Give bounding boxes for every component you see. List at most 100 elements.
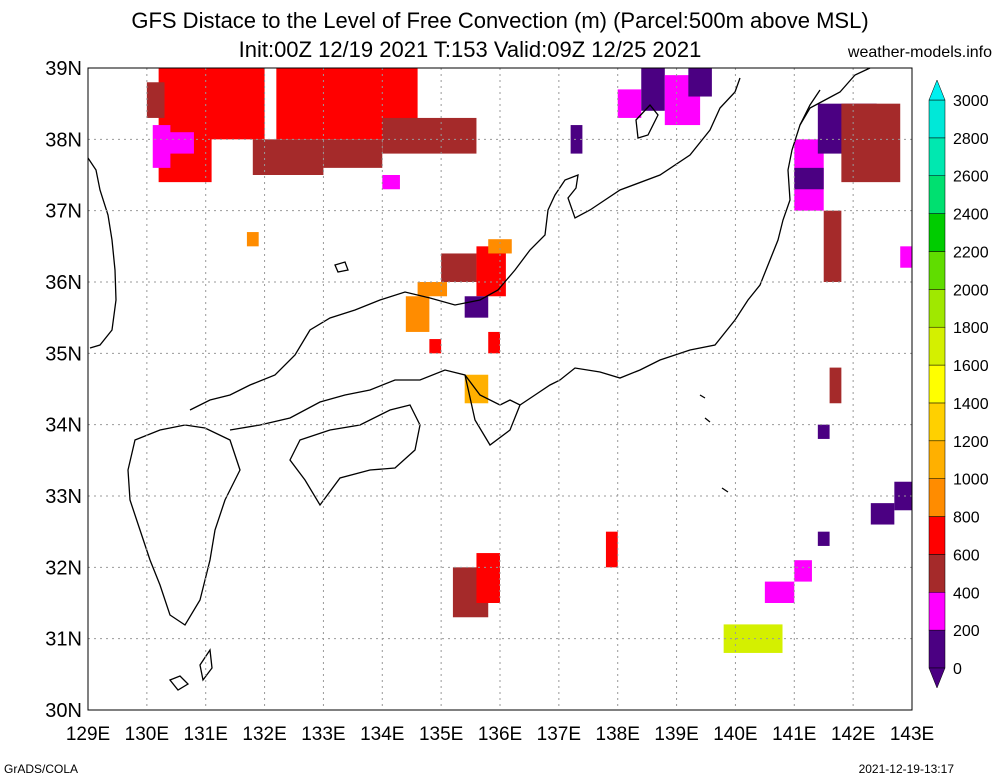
colorbar-legend: 0 200 400 600 800 1000 1200 1400 1600 1800 2000 220… [928,79,989,689]
lon-tick-label: 138E [596,724,640,745]
colorbar-low-arrow [928,667,946,689]
site-credit: weather-models.info [847,44,992,61]
kyushu-coast [127,424,241,626]
lfc-cell [323,139,383,168]
lon-tick-label: 139E [654,724,698,745]
lon-tick-label: 140E [713,724,757,745]
lon-tick-label: 130E [125,724,169,745]
colorbar-swatch [928,592,946,631]
lfc-cell [841,103,901,183]
colorbar-swatch [928,402,946,442]
colorbar-label: 2600 [953,169,989,186]
lat-tick-label: 34N [45,415,82,437]
lfc-cell [870,503,895,525]
lfc-cell [476,246,506,297]
sado-island [635,104,659,139]
lfc-field-layer [146,68,912,653]
colorbar-label: 1400 [953,396,989,413]
lfc-cell [246,232,259,247]
lfc-cell [405,296,430,332]
lfc-cell [605,531,618,568]
lon-tick-label: 136E [478,724,522,745]
tanegashima [199,648,213,682]
colorbar-label: 2000 [953,282,989,299]
lon-tick-label: 135E [419,724,463,745]
lfc-cell [164,132,194,154]
lfc-cell [900,246,912,268]
yakushima [168,675,190,691]
lfc-cell [488,239,512,254]
lfc-cell [617,89,642,118]
lfc-cell [382,117,477,154]
colorbar-swatch [928,137,946,176]
chart-title-line1: GFS Distace to the Level of Free Convect… [131,8,869,33]
colorbar-swatch [928,289,946,328]
lat-tick-label: 30N [45,700,82,722]
lat-tick-label: 38N [45,129,82,151]
colorbar-label: 800 [953,510,980,527]
lon-tick-label: 132E [242,724,286,745]
lfc-cell [894,481,912,511]
lfc-cell [476,553,500,603]
lat-tick-label: 31N [45,629,82,651]
izu-islands [699,394,729,493]
lfc-cell [146,82,165,118]
oki-islands [334,261,349,273]
lfc-cell [817,424,830,439]
lon-tick-label: 141E [772,724,816,745]
colorbar-swatch [928,478,946,517]
lfc-cell [688,68,712,97]
colorbar-swatch [928,99,946,139]
colorbar-swatch [928,213,946,252]
lon-tick-label: 133E [301,724,345,745]
chart-title-line2: Init:00Z 12/19 2021 T:153 Valid:09Z 12/2… [238,37,702,62]
lfc-cell [829,367,842,404]
lfc-cell [441,253,477,282]
colorbar-swatch [928,554,946,593]
lfc-cell [570,125,583,154]
colorbar-swatch [928,251,946,290]
lat-tick-label: 39N [45,58,82,80]
colorbar-label: 2800 [953,131,989,148]
lfc-cell [205,68,265,140]
lfc-cell [764,581,795,603]
lfc-cell [429,339,442,354]
colorbar-label: 600 [953,547,980,564]
shikoku-coast [289,404,421,507]
lat-tick-label: 33N [45,486,82,508]
colorbar-label: 2200 [953,244,989,261]
lat-tick-label: 37N [45,201,82,223]
lon-tick-label: 142E [831,724,875,745]
lfc-cell [252,139,324,175]
lon-tick-label: 137E [537,724,581,745]
lfc-cell [641,68,665,111]
colorbar-label: 400 [953,585,980,602]
lfc-cell [794,560,812,582]
lon-tick-label: 134E [360,724,404,745]
colorbar-swatch [928,629,946,669]
colorbar-label: 1800 [953,320,989,337]
colorbar-label: 2400 [953,207,989,224]
render-timestamp: 2021-12-19-13:17 [858,762,954,776]
map-frame [87,67,913,711]
colorbar-label: 3000 [953,93,989,110]
colorbar-swatch [928,516,946,555]
axis-labels: 129E 130E 131E 132E 133E 134E 135E 136E 137E 138E… [45,58,934,745]
colorbar-label: 200 [953,623,980,640]
honshu-north-coast [189,77,741,411]
grads-credit: GrADS/COLA [4,762,79,776]
lon-tick-label: 129E [66,724,110,745]
lfc-cell [464,296,489,318]
colorbar-swatch [928,440,946,479]
lon-tick-label: 131E [184,724,228,745]
lfc-cell [817,531,830,546]
lfc-cell [382,175,400,190]
lat-tick-label: 36N [45,272,82,294]
lon-tick-label: 143E [890,724,934,745]
colorbar-swatch [928,326,946,366]
lfc-cell [488,331,500,354]
lfc-cell [823,210,842,282]
lat-tick-label: 32N [45,557,82,579]
kii-peninsula [464,374,521,446]
